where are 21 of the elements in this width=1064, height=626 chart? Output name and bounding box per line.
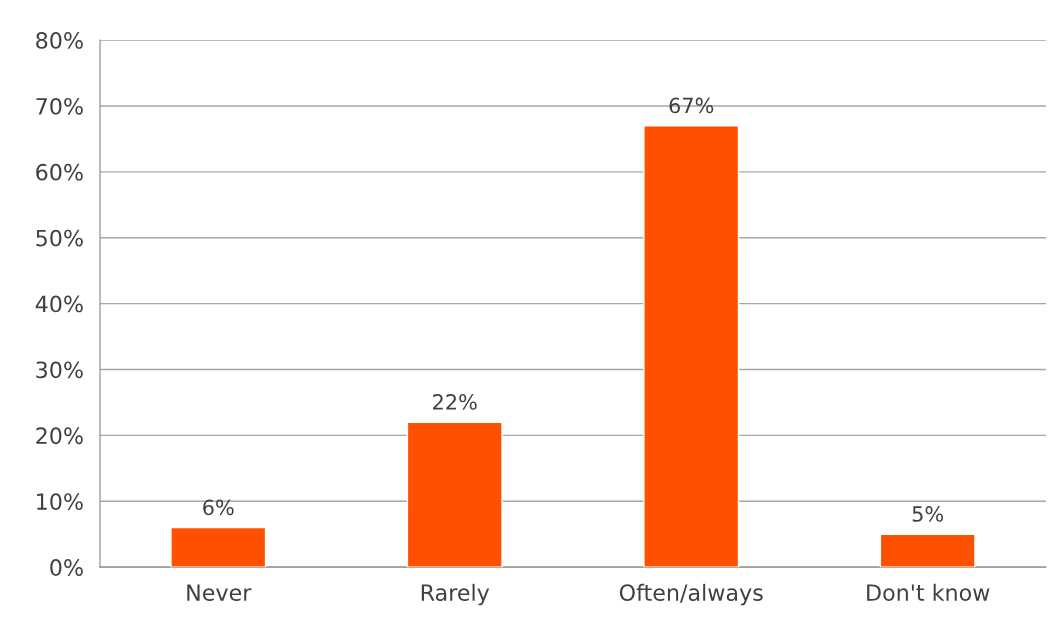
bar: [879, 533, 976, 568]
y-tick-label: 40%: [35, 295, 83, 313]
x-tick-label: Never: [187, 584, 252, 602]
y-tick-label: 10%: [37, 493, 83, 511]
data-label: 5%: [912, 506, 944, 522]
bar: [643, 125, 740, 568]
y-tick-label: 30%: [36, 361, 83, 379]
data-label: 67%: [669, 97, 714, 114]
y-tick-label: 60%: [36, 163, 83, 181]
x-tick-label: Don't know: [867, 583, 990, 602]
y-tick-label: 20%: [36, 427, 83, 445]
bar: [170, 526, 267, 568]
y-tick-label: 0%: [50, 559, 83, 576]
x-tick-label: Rarely: [421, 583, 490, 606]
y-tick-label: 70%: [36, 97, 83, 115]
y-tick-label: 50%: [36, 229, 83, 247]
data-label: 22%: [433, 394, 477, 410]
x-tick-label: Often/always: [619, 583, 763, 606]
data-label: 6%: [203, 499, 234, 516]
bar: [406, 421, 503, 568]
y-tick-label: 80%: [36, 32, 83, 49]
